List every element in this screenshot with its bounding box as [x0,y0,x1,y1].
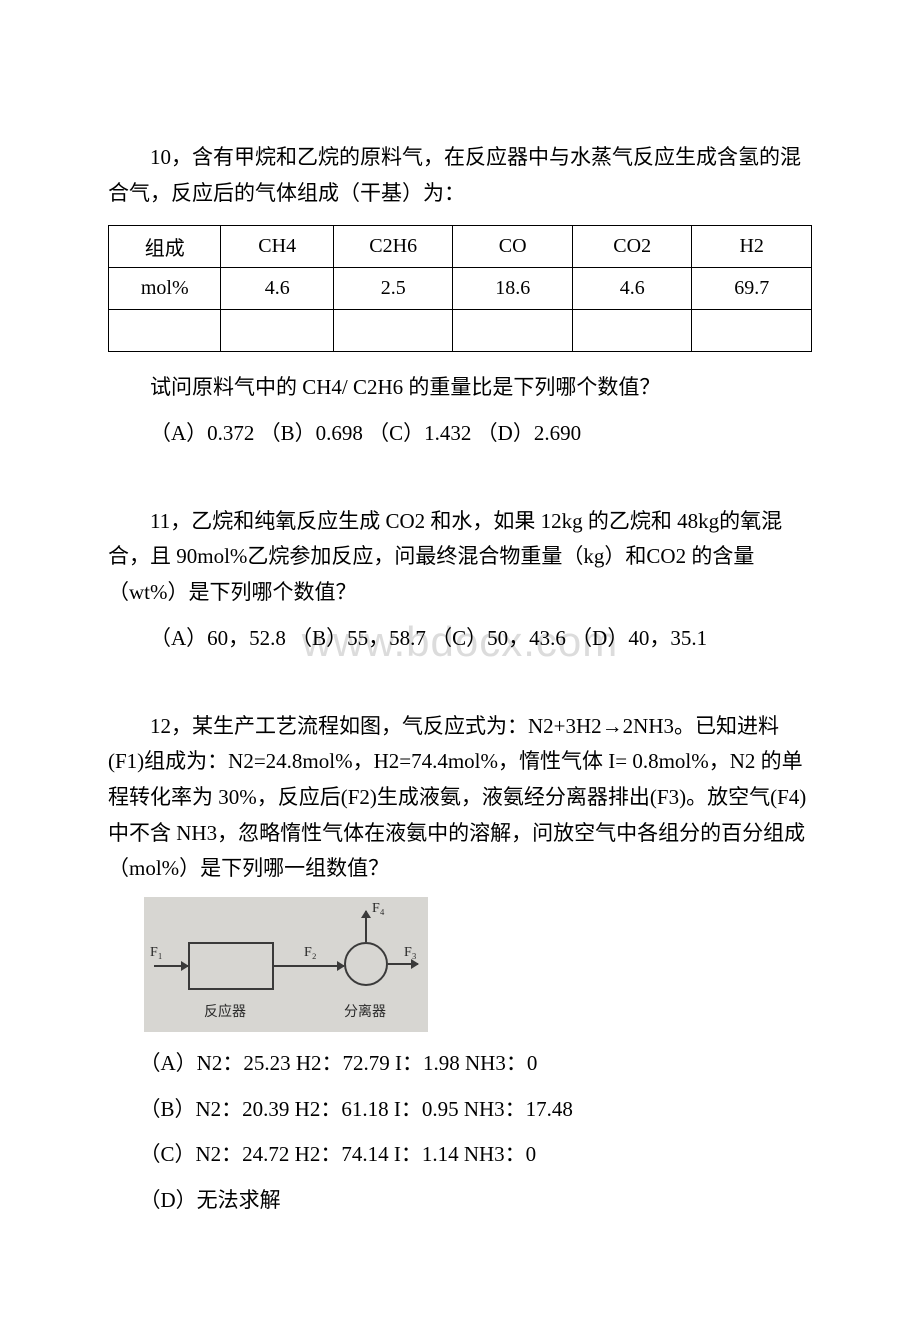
label-separator: 分离器 [344,1001,386,1021]
page-content: 10，含有甲烷和乙烷的原料气，在反应器中与水蒸气反应生成含氢的混合气，反应后的气… [108,140,812,1219]
table-header: H2 [692,226,812,268]
q10-options: （A）0.372 （B）0.698 （C）1.432 （D）2.690 [108,416,812,452]
spacer [108,476,812,504]
q12-option-c: （C）N2：24.72 H2：74.14 I：1.14 NH3：0 [108,1137,812,1173]
label-reactor: 反应器 [204,1001,246,1021]
arrow-f4 [365,911,367,942]
table-header: C2H6 [333,226,453,268]
table-header: CO2 [572,226,692,268]
table-row: mol% 4.6 2.5 18.6 4.6 69.7 [109,268,812,310]
q12-diagram-wrap: F₁ 反应器 F₂ 分离器 F₄ F₃ [144,897,812,1032]
table-cell: 2.5 [333,268,453,310]
label-f2: F₂ [304,945,317,961]
table-cell-empty [109,310,221,352]
label-f4: F₄ [372,901,385,917]
q11-text: 11，乙烷和纯氧反应生成 CO2 和水，如果 12kg 的乙烷和 48kg的氧混… [108,504,812,611]
q10-intro: 10，含有甲烷和乙烷的原料气，在反应器中与水蒸气反应生成含氢的混合气，反应后的气… [108,140,812,211]
spacer [108,681,812,709]
table-cell-empty [692,310,812,352]
table-cell-empty [572,310,692,352]
table-cell: 4.6 [221,268,333,310]
table-cell-empty [453,310,573,352]
table-header: CH4 [221,226,333,268]
q12-option-d: （D）无法求解 [108,1183,812,1219]
q11-options: （A）60，52.8 （B）55，58.7 （C）50，43.6 （D）40，3… [108,621,812,657]
process-diagram: F₁ 反应器 F₂ 分离器 F₄ F₃ [144,897,428,1032]
table-cell-empty [221,310,333,352]
table-cell: 18.6 [453,268,573,310]
label-f1: F₁ [150,945,163,961]
q12-option-a: （A）N2：25.23 H2：72.79 I：1.98 NH3：0 [108,1046,812,1082]
table-row [109,310,812,352]
arrow-f1 [154,965,188,967]
table-cell-empty [333,310,453,352]
q12-option-b: （B）N2：20.39 H2：61.18 I：0.95 NH3：17.48 [108,1092,812,1128]
table-cell: mol% [109,268,221,310]
q10-question: 试问原料气中的 CH4/ C2H6 的重量比是下列哪个数值？ [108,370,812,406]
reactor-box [188,942,274,990]
table-row: 组成 CH4 C2H6 CO CO2 H2 [109,226,812,268]
label-f3: F₃ [404,945,417,961]
separator-circle [344,942,388,986]
table-header: 组成 [109,226,221,268]
arrow-f3 [388,963,418,965]
q12-text: 12，某生产工艺流程如图，气反应式为：N2+3H2→2NH3。已知进料(F1)组… [108,709,812,887]
table-cell: 69.7 [692,268,812,310]
q10-table: 组成 CH4 C2H6 CO CO2 H2 mol% 4.6 2.5 18.6 … [108,225,812,352]
arrow-f2 [274,965,344,967]
table-cell: 4.6 [572,268,692,310]
table-header: CO [453,226,573,268]
